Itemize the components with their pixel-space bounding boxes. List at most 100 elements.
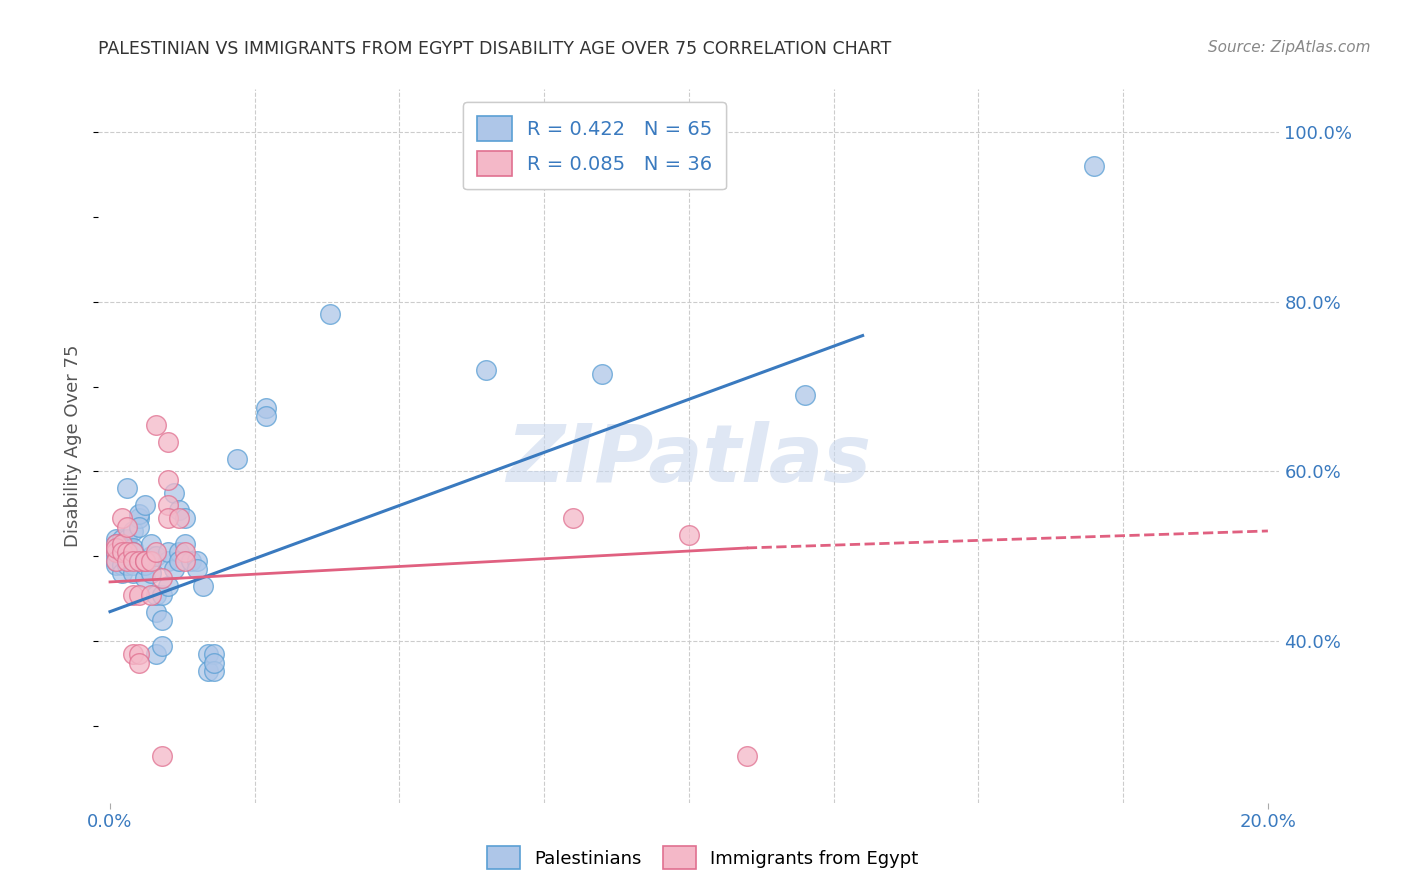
Point — [254, 409, 277, 424]
Point — [226, 451, 249, 466]
Point — [128, 647, 150, 661]
Point — [110, 545, 132, 559]
Point — [104, 554, 127, 568]
Point — [156, 511, 179, 525]
Point — [197, 664, 219, 678]
Point — [104, 554, 127, 568]
Point — [139, 554, 162, 568]
Point — [169, 545, 191, 559]
Point — [150, 639, 173, 653]
Point — [117, 554, 139, 568]
Point — [156, 545, 179, 559]
Point — [104, 537, 127, 551]
Point — [104, 541, 127, 555]
Point — [174, 554, 197, 568]
Point — [122, 588, 145, 602]
Point — [145, 417, 167, 432]
Point — [139, 537, 162, 551]
Point — [117, 541, 139, 555]
Point — [122, 524, 145, 538]
Point — [134, 571, 156, 585]
Point — [110, 545, 132, 559]
Point — [319, 307, 342, 321]
Point — [110, 511, 132, 525]
Point — [145, 647, 167, 661]
Point — [104, 533, 127, 547]
Point — [163, 562, 186, 576]
Point — [122, 545, 145, 559]
Point — [128, 554, 150, 568]
Point — [169, 502, 191, 516]
Point — [110, 537, 132, 551]
Point — [134, 554, 156, 568]
Point — [180, 554, 202, 568]
Point — [122, 566, 145, 581]
Point — [104, 558, 127, 572]
Point — [122, 558, 145, 572]
Point — [186, 554, 208, 568]
Point — [156, 434, 179, 449]
Point — [134, 558, 156, 572]
Point — [104, 537, 127, 551]
Point — [150, 571, 173, 585]
Point — [475, 362, 498, 376]
Point — [191, 579, 214, 593]
Y-axis label: Disability Age Over 75: Disability Age Over 75 — [65, 344, 83, 548]
Point — [156, 473, 179, 487]
Point — [186, 562, 208, 576]
Point — [169, 554, 191, 568]
Point — [150, 613, 173, 627]
Point — [156, 579, 179, 593]
Point — [145, 549, 167, 564]
Point — [174, 537, 197, 551]
Point — [145, 545, 167, 559]
Point — [163, 485, 186, 500]
Point — [156, 499, 179, 513]
Legend: R = 0.422   N = 65, R = 0.085   N = 36: R = 0.422 N = 65, R = 0.085 N = 36 — [463, 103, 725, 189]
Point — [122, 554, 145, 568]
Point — [1083, 159, 1105, 173]
Text: Source: ZipAtlas.com: Source: ZipAtlas.com — [1208, 40, 1371, 55]
Point — [197, 647, 219, 661]
Point — [134, 499, 156, 513]
Point — [110, 541, 132, 555]
Point — [117, 482, 139, 496]
Point — [202, 656, 225, 670]
Point — [678, 528, 700, 542]
Point — [174, 545, 197, 559]
Point — [110, 533, 132, 547]
Point — [117, 533, 139, 547]
Point — [145, 588, 167, 602]
Point — [128, 588, 150, 602]
Point — [128, 519, 150, 533]
Point — [150, 588, 173, 602]
Point — [793, 388, 815, 402]
Point — [128, 656, 150, 670]
Point — [174, 511, 197, 525]
Point — [117, 519, 139, 533]
Point — [104, 549, 127, 564]
Point — [202, 664, 225, 678]
Point — [117, 549, 139, 564]
Text: PALESTINIAN VS IMMIGRANTS FROM EGYPT DISABILITY AGE OVER 75 CORRELATION CHART: PALESTINIAN VS IMMIGRANTS FROM EGYPT DIS… — [98, 40, 891, 58]
Point — [117, 558, 139, 572]
Point — [122, 545, 145, 559]
Point — [104, 545, 127, 559]
Point — [139, 588, 162, 602]
Point — [134, 554, 156, 568]
Point — [110, 549, 132, 564]
Point — [169, 511, 191, 525]
Point — [117, 545, 139, 559]
Text: ZIPatlas: ZIPatlas — [506, 421, 872, 500]
Point — [156, 554, 179, 568]
Point — [591, 367, 613, 381]
Point — [139, 566, 162, 581]
Point — [735, 749, 758, 764]
Point — [110, 566, 132, 581]
Legend: Palestinians, Immigrants from Egypt: Palestinians, Immigrants from Egypt — [478, 838, 928, 879]
Point — [110, 558, 132, 572]
Point — [104, 541, 127, 555]
Point — [128, 507, 150, 521]
Point — [254, 401, 277, 415]
Point — [562, 511, 585, 525]
